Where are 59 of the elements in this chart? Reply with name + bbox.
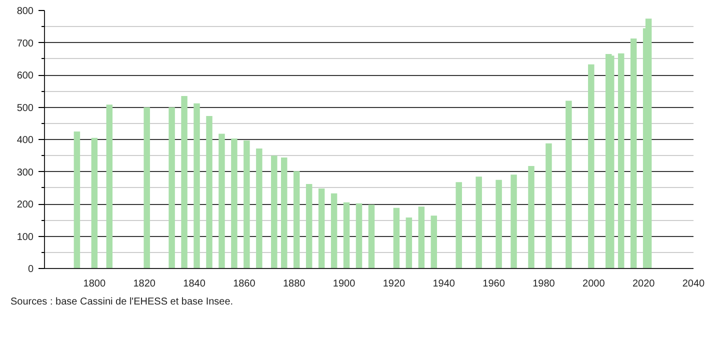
bar (244, 140, 250, 268)
x-tick-label: 2000 (582, 278, 606, 290)
bar (546, 143, 552, 268)
bar (496, 180, 502, 268)
y-tick-label: 400 (16, 135, 34, 146)
bar (231, 138, 238, 268)
bar (206, 116, 212, 268)
bar (510, 174, 517, 268)
x-tick-label: 1960 (482, 278, 506, 290)
x-tick-label: 1820 (133, 278, 156, 290)
bar (306, 184, 312, 268)
y-tick-label: 0 (28, 264, 34, 275)
y-tick-label: 500 (16, 102, 34, 114)
x-tick-label: 1980 (532, 278, 556, 290)
y-tick-label: 600 (16, 70, 34, 82)
bar (343, 202, 350, 268)
bar (566, 100, 572, 268)
bar (256, 148, 262, 268)
y-tick-label: 200 (16, 200, 34, 210)
bar (456, 182, 462, 268)
bar (630, 38, 637, 268)
bar (271, 156, 278, 268)
bar (218, 134, 225, 268)
x-tick-label: 1880 (282, 278, 306, 290)
bar (406, 218, 412, 268)
bar (194, 103, 200, 268)
bar (430, 216, 438, 268)
bar (74, 131, 80, 268)
y-tick-label: 300 (16, 167, 34, 178)
bar (645, 18, 652, 268)
x-tick-label: 1920 (382, 278, 406, 290)
bar (144, 107, 150, 268)
bar (418, 206, 425, 268)
bar (356, 203, 362, 268)
bar (330, 193, 338, 268)
x-tick-label: 1900 (332, 278, 356, 290)
x-tick-label: 1940 (432, 278, 456, 290)
bar (106, 104, 113, 268)
bar (588, 64, 594, 268)
bar (281, 158, 288, 268)
bar (318, 188, 325, 268)
x-tick-label: 2040 (682, 278, 706, 290)
bar (91, 138, 98, 268)
x-tick-label: 1860 (233, 278, 256, 290)
bar (368, 204, 375, 268)
bar (393, 208, 400, 268)
bar (181, 96, 188, 268)
y-tick-label: 100 (16, 232, 34, 243)
y-tick-label: 700 (16, 38, 34, 50)
y-tick-label: 800 (16, 6, 34, 17)
x-tick-label: 1800 (83, 278, 106, 290)
bar (528, 166, 534, 268)
bar (618, 53, 624, 268)
x-tick-label: 1840 (183, 278, 206, 290)
bar (476, 176, 482, 268)
bar (293, 171, 300, 268)
source-note: Sources : base Cassini de l'EHESS et base Insee. (10, 296, 234, 308)
x-tick-label: 2020 (632, 278, 656, 290)
bar (168, 107, 175, 268)
